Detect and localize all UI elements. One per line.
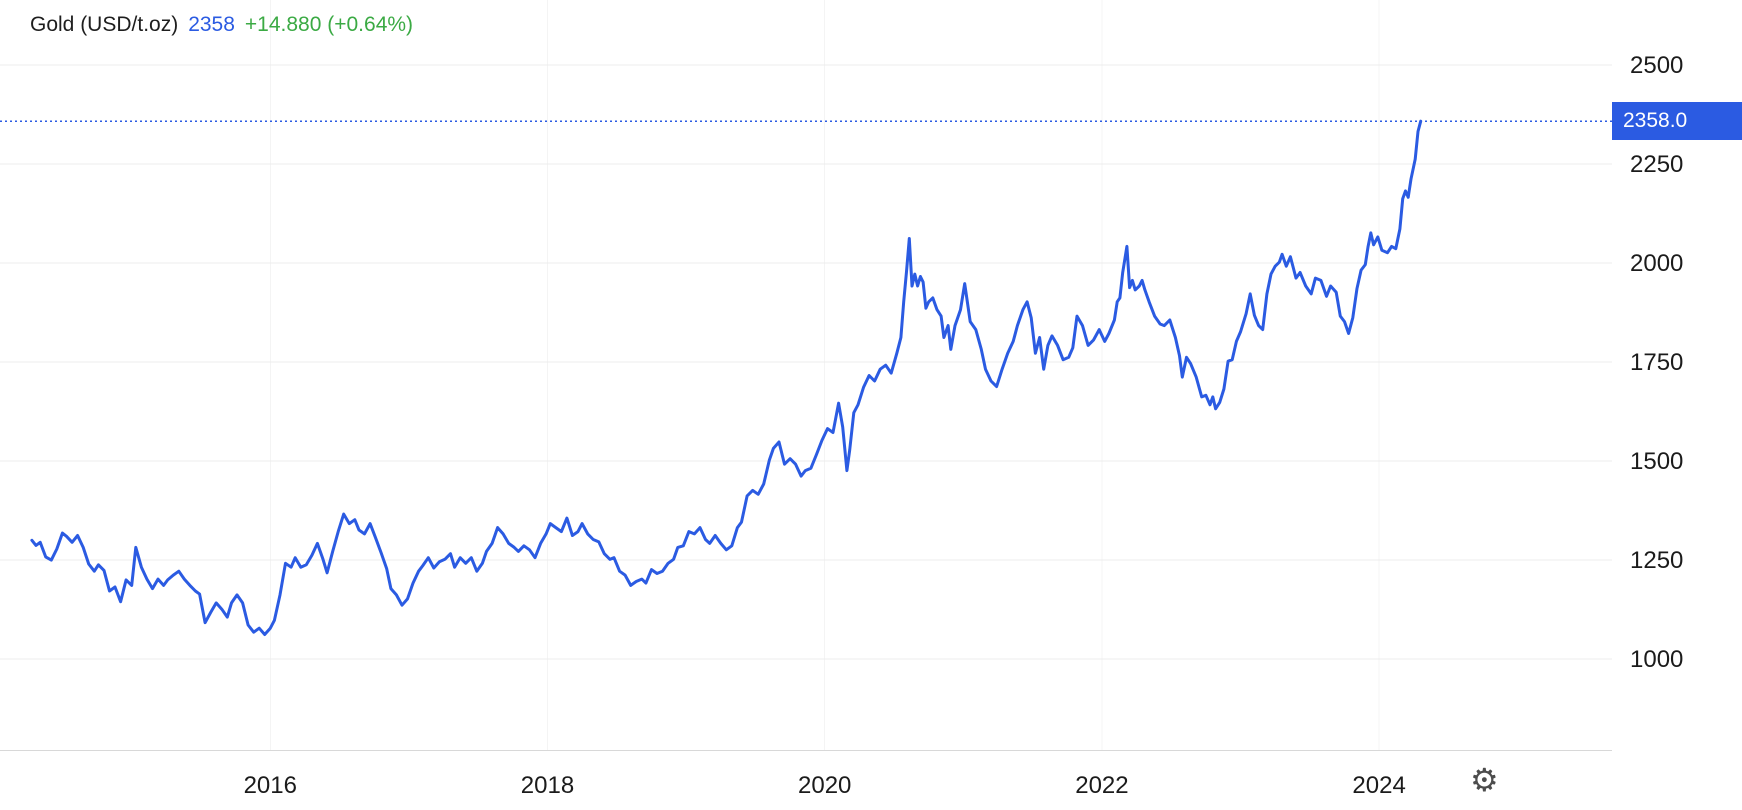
x-axis-label: 2018 <box>520 772 575 799</box>
y-axis-label: 1500 <box>1630 448 1684 476</box>
y-axis-label: 1250 <box>1630 547 1684 575</box>
instrument-name: Gold (USD/t.oz) <box>30 13 179 36</box>
current-price-value: 2358 <box>188 13 235 36</box>
chart-header: Gold (USD/t.oz) 2358 +14.880 (+0.64%) <box>30 13 413 37</box>
y-axis-label: 2250 <box>1630 150 1684 178</box>
y-axis-label: 1750 <box>1630 349 1684 377</box>
settings-gear-icon[interactable]: ⚙ <box>1470 762 1499 798</box>
x-axis-label: 2020 <box>798 772 852 799</box>
price-plot-area[interactable] <box>0 0 1612 751</box>
y-axis-label: 2000 <box>1630 250 1684 277</box>
current-price-badge-label: 2358.0 <box>1623 109 1688 133</box>
price-change: +14.880 (+0.64%) <box>244 13 414 36</box>
x-axis-label: 2024 <box>1352 772 1406 799</box>
gold-price-line <box>30 119 1423 636</box>
y-axis-label: 2500 <box>1630 51 1684 79</box>
x-axis-label: 2022 <box>1075 772 1129 799</box>
y-axis-label: 1000 <box>1630 646 1684 674</box>
x-axis-label: 2016 <box>243 772 297 799</box>
current-price-badge: 2358.0 <box>1612 102 1742 141</box>
